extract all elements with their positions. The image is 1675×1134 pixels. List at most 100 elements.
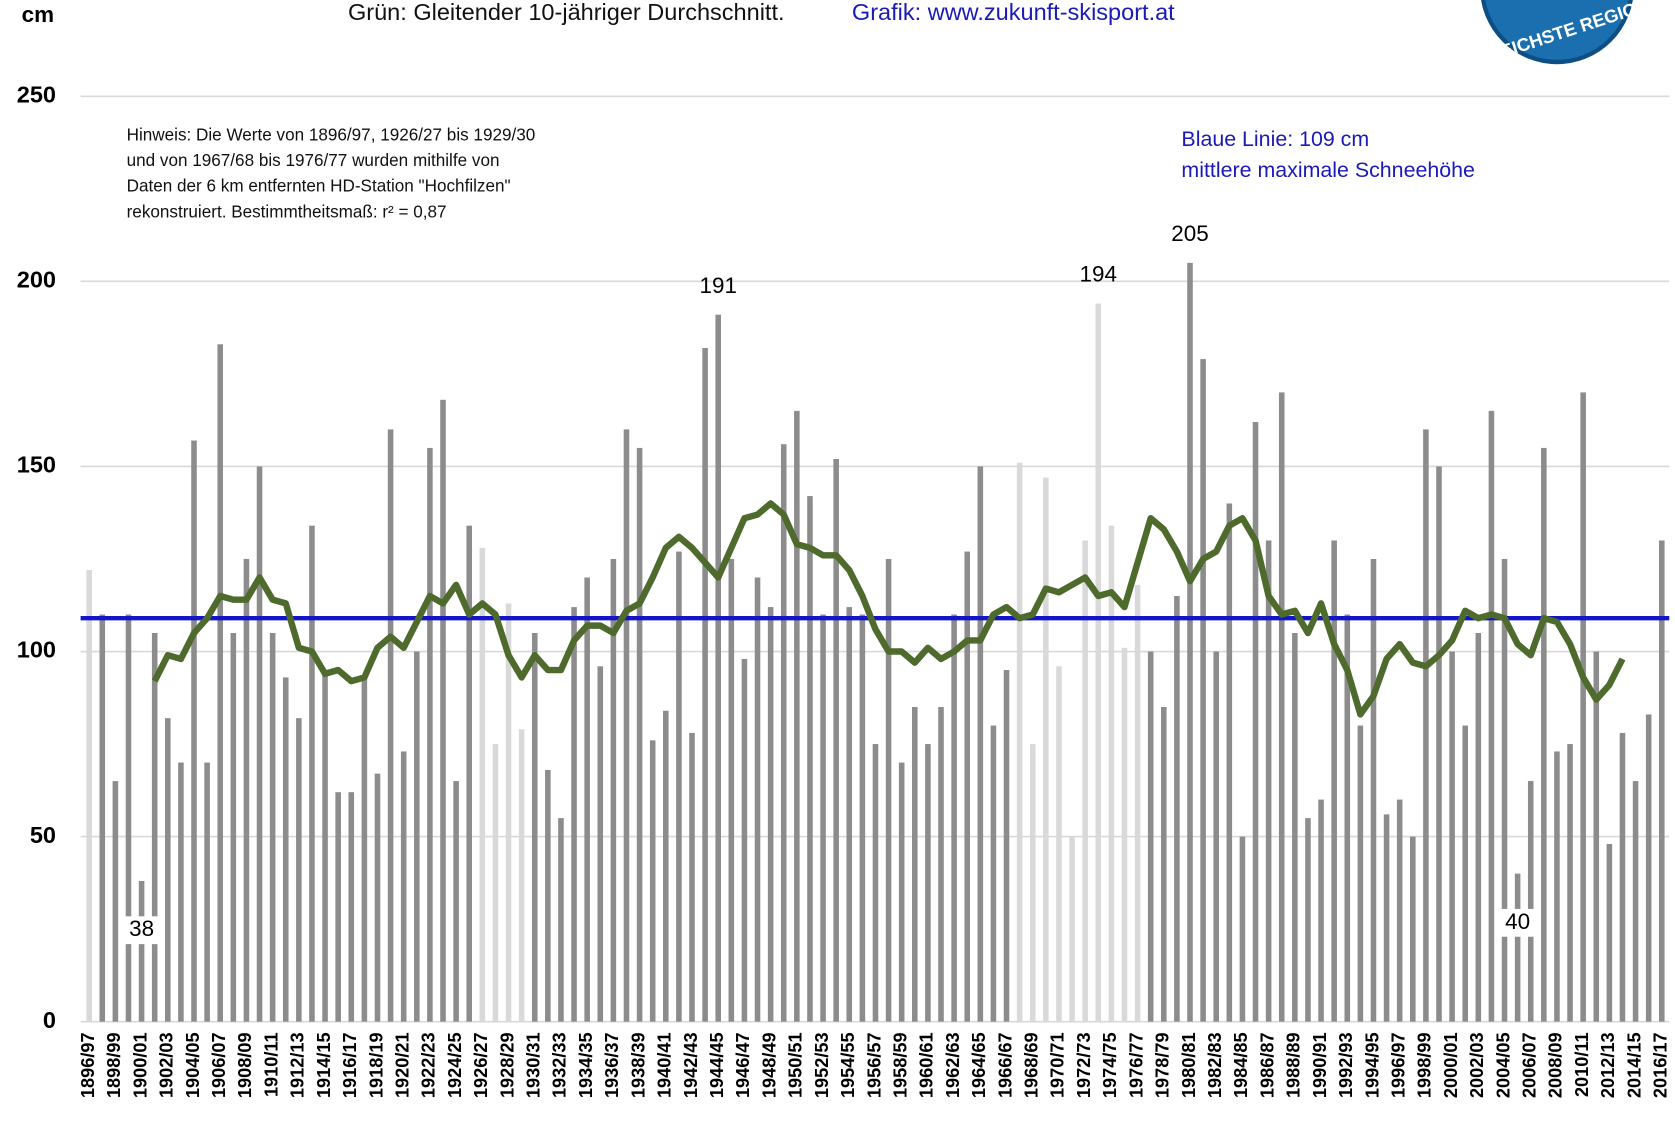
bar <box>1200 359 1206 1022</box>
x-tick-label: 1924/25 <box>445 1032 465 1098</box>
bar <box>820 614 826 1022</box>
data-label: 191 <box>699 273 736 298</box>
x-tick-label: 1916/17 <box>340 1032 360 1098</box>
bar <box>1527 781 1534 1022</box>
mean-label: mittlere maximale Schneehöhe <box>1181 158 1474 182</box>
y-tick-label: 200 <box>17 267 56 293</box>
bar <box>1161 707 1167 1022</box>
y-tick-label: 0 <box>43 1007 56 1033</box>
bar <box>387 429 394 1022</box>
x-tick-label: 1930/31 <box>524 1032 544 1098</box>
x-tick-label: 1896/97 <box>78 1032 98 1098</box>
x-tick-label: 1946/47 <box>733 1032 753 1098</box>
bar <box>414 651 420 1022</box>
bar <box>885 558 892 1022</box>
x-tick-label: 1940/41 <box>655 1032 675 1098</box>
data-label: 38 <box>129 916 154 941</box>
x-tick-label: 1910/11 <box>261 1032 281 1097</box>
x-tick-label: 1900/01 <box>130 1032 150 1098</box>
x-tick-label: 1968/69 <box>1022 1032 1042 1098</box>
bar <box>1619 732 1626 1022</box>
bar <box>1645 714 1652 1022</box>
bar <box>1331 540 1337 1022</box>
x-tick-label: 1966/67 <box>995 1032 1015 1098</box>
bar <box>1514 873 1521 1022</box>
mean-label: Blaue Linie: 109 cm <box>1181 127 1369 151</box>
x-tick-label: 1928/29 <box>497 1032 517 1098</box>
x-tick-label: 1984/85 <box>1231 1032 1251 1098</box>
bar <box>1187 262 1193 1022</box>
bar <box>584 577 590 1022</box>
bar <box>400 751 407 1022</box>
x-tick-label: 2000/01 <box>1441 1032 1461 1098</box>
note-line: Daten der 6 km entfernten HD-Station "Ho… <box>127 177 511 196</box>
bar <box>204 762 210 1022</box>
note-line: und von 1967/68 bis 1976/77 wurden mithi… <box>127 151 500 170</box>
bar <box>165 718 171 1022</box>
bar <box>296 718 302 1022</box>
x-tick-label: 1918/19 <box>366 1032 386 1098</box>
bar <box>1501 558 1508 1022</box>
bar <box>938 707 944 1022</box>
x-tick-label: 1920/21 <box>392 1032 412 1098</box>
x-tick-label: 2006/07 <box>1520 1032 1540 1098</box>
unit-label: cm <box>22 2 54 27</box>
bar <box>964 551 970 1022</box>
bar <box>780 444 787 1022</box>
x-tick-label: 1956/57 <box>864 1032 884 1098</box>
bar <box>1016 462 1023 1022</box>
bar <box>1056 666 1062 1022</box>
x-tick-label: 1982/83 <box>1205 1032 1225 1098</box>
bar <box>1108 525 1115 1022</box>
bar <box>322 670 328 1022</box>
x-tick-label: 1904/05 <box>183 1032 203 1098</box>
bar <box>427 447 433 1022</box>
bar <box>1370 558 1377 1022</box>
bar <box>125 614 132 1022</box>
bar <box>1318 799 1324 1022</box>
x-tick-label: 1978/79 <box>1153 1032 1173 1098</box>
y-tick-label: 50 <box>30 822 56 848</box>
x-tick-label: 1954/55 <box>838 1032 858 1098</box>
bar <box>728 558 735 1022</box>
bar <box>571 607 577 1022</box>
bar <box>1410 836 1416 1022</box>
x-tick-label: 1998/99 <box>1415 1032 1435 1098</box>
bar <box>1029 744 1036 1022</box>
x-tick-label: 1936/37 <box>602 1032 622 1098</box>
bar <box>1659 540 1665 1022</box>
bar <box>1305 818 1311 1022</box>
bar <box>1043 477 1049 1022</box>
bar <box>1475 633 1482 1022</box>
bar <box>1174 595 1180 1022</box>
bar <box>676 551 682 1022</box>
bar <box>191 440 197 1022</box>
y-tick-label: 100 <box>17 637 56 663</box>
x-tick-label: 2004/05 <box>1493 1032 1513 1098</box>
bar <box>1541 447 1547 1022</box>
bar <box>741 658 748 1022</box>
bar <box>1082 540 1088 1022</box>
bar <box>1239 836 1246 1022</box>
x-tick-label: 1922/23 <box>419 1032 439 1098</box>
x-tick-label: 1932/33 <box>550 1032 570 1098</box>
bar <box>794 410 800 1022</box>
bar <box>1069 836 1075 1022</box>
bar <box>138 881 145 1022</box>
bar <box>977 466 984 1022</box>
bar <box>1357 725 1364 1022</box>
x-tick-label: 1902/03 <box>157 1032 177 1098</box>
bar <box>453 781 459 1022</box>
x-tick-label: 2008/09 <box>1546 1032 1566 1098</box>
x-tick-label: 1958/59 <box>890 1032 910 1098</box>
y-tick-label: 150 <box>17 452 56 478</box>
x-tick-label: 1906/07 <box>209 1032 229 1098</box>
bar <box>1134 584 1141 1022</box>
x-tick-label: 1988/89 <box>1284 1032 1304 1098</box>
x-tick-label: 1990/91 <box>1310 1032 1330 1098</box>
bar <box>1265 540 1272 1022</box>
bar <box>754 577 761 1022</box>
data-label: 194 <box>1080 262 1117 287</box>
x-tick-label: 1974/75 <box>1100 1032 1120 1098</box>
bar <box>636 447 643 1022</box>
